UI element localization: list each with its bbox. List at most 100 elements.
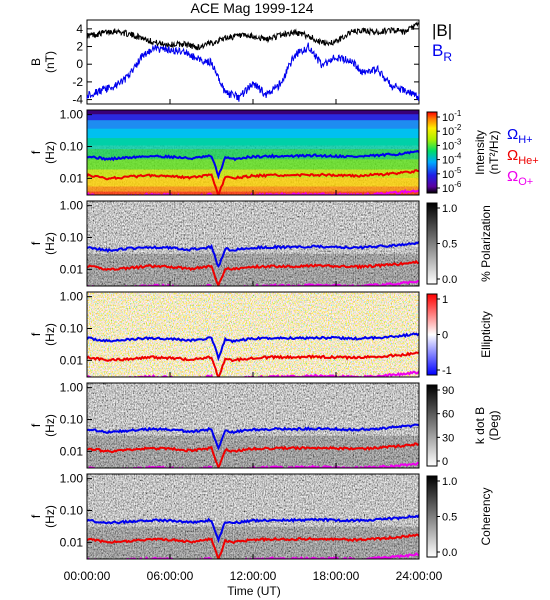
gyro-line-ΩH+: [87, 423, 419, 451]
legend-omega-he: ΩHe+: [507, 147, 539, 167]
colorbar-tick-base: 0.5: [442, 239, 457, 251]
colorbar-tick-label: 90: [442, 385, 454, 397]
intensity-band: [87, 120, 419, 130]
freq-tick-label: 0.01: [60, 353, 84, 367]
panel-polarization: 1.00 0.10 0.01 f (Hz) 1.0 0.5 0.0 % Polarization: [29, 199, 493, 287]
gyro-line-ΩO+: [87, 279, 419, 286]
freq-tick-label: 0.10: [60, 504, 84, 518]
colorbar-tick-label: 60: [442, 409, 454, 421]
colorbar-label-kdotb: k dot B: [473, 407, 487, 444]
freq-tick-label: 1.00: [60, 108, 84, 122]
freq-ylabel-symbol: f: [29, 332, 43, 336]
freq-tick-label: 0.01: [60, 444, 84, 458]
colorbar-tick-label: 0: [442, 330, 448, 342]
freq-tick-label: 0.01: [60, 171, 84, 185]
line-ytick-label: -4: [72, 93, 83, 107]
legend-omega-he-sub: He+: [518, 155, 539, 167]
colorbar-coherency: [426, 475, 438, 558]
colorbar-tick-label: 1.0: [442, 203, 457, 215]
colorbar-tick-base: 0: [442, 330, 448, 342]
colorbar-kdotb: [426, 384, 438, 467]
colorbar-tick-label: 0: [442, 456, 448, 468]
spectrogram-panels: 1.000.100.01f (Hz)10-110-210-310-410-510-…: [29, 108, 501, 560]
time-axis-ticks: 00:00:00 06:00:00 12:00:00 18:00:00 24:00:00: [64, 569, 443, 583]
freq-ylabel-unit: (Hz): [43, 141, 57, 164]
legend-omega-o-sub: O+: [518, 176, 533, 188]
panel-shade-kdotb: [87, 435, 419, 468]
gyro-line-ΩH+: [87, 514, 419, 544]
panel-ellipticity: 1.00 0.10 0.01 f (Hz) 1 0 -1 Ellipticity: [29, 290, 493, 378]
colorbar-tick-exponent: -1: [454, 109, 462, 118]
colorbar-tick-label: 0.0: [442, 547, 457, 559]
colorbar-tick-base: -1: [442, 365, 452, 377]
freq-ylabel-symbol: f: [29, 514, 43, 518]
gyro-line-ΩHe+: [87, 169, 419, 195]
colorbar-tick-base: 0: [442, 456, 448, 468]
freq-tick-label: 1.00: [60, 290, 84, 304]
colorbar-tick-base: 10: [442, 155, 454, 167]
line-ytick-label: 4: [76, 22, 83, 36]
chart-title: ACE Mag 1999-124: [191, 0, 314, 16]
intensity-band: [87, 110, 419, 115]
colorbar-tick-base: 0.0: [442, 274, 457, 286]
legend-b-radial-symbol: B: [432, 41, 443, 60]
colorbar-ellipticity: [426, 293, 438, 376]
colorbar-tick-base: 1: [442, 294, 448, 306]
line-ytick-label: 0: [76, 57, 83, 71]
ellipticity-texture: [87, 292, 419, 377]
colorbar-tick-base: 0.5: [442, 512, 457, 524]
freq-ylabel-unit: (Hz): [43, 323, 57, 346]
colorbar-tick-label: 10-4: [442, 152, 462, 167]
legend-omega-h-sub: H+: [518, 134, 532, 146]
line-series-1: [86, 42, 420, 102]
line-ylabel-symbol: B: [29, 58, 43, 66]
colorbar-tick-exponent: -6: [454, 180, 462, 189]
freq-tick-label: 1.00: [60, 472, 84, 486]
colorbar-label-polarization: % Polarization: [479, 205, 493, 282]
time-axis-label: Time (UT): [227, 584, 281, 598]
gyro-lines-coherency: [87, 514, 419, 559]
gyro-line-ΩH+: [87, 241, 419, 269]
legend-omega-he-symbol: Ω: [507, 147, 518, 164]
intensity-band: [87, 138, 419, 150]
colorbar-tick-label: 10-2: [442, 123, 462, 138]
panel-texture-polarization: [87, 201, 419, 286]
freq-ylabel-unit: (Hz): [43, 505, 57, 528]
colorbar-tick-base: 10: [442, 112, 454, 124]
colorbar-tick-exponent: -2: [454, 123, 462, 132]
gyro-line-ΩHe+: [87, 351, 419, 377]
time-tick-label: 24:00:00: [396, 569, 443, 583]
colorbar-tick-label: 10-3: [442, 137, 462, 152]
time-tick-label: 00:00:00: [64, 569, 111, 583]
colorbar-tick-base: 10: [442, 169, 454, 181]
colorbar-intensity: [426, 111, 438, 194]
colorbar-tick-base: 1.0: [442, 476, 457, 488]
gyro-line-ΩHe+: [87, 442, 419, 468]
line-panel-series: [86, 20, 420, 102]
colorbar-tick-base: 10: [442, 140, 454, 152]
colorbar-tick-base: 60: [442, 409, 454, 421]
colorbar-label-intensity: Intensity: [473, 130, 487, 175]
gyro-legend: ΩH+ ΩHe+ ΩO+: [507, 126, 539, 188]
freq-ylabel-symbol: f: [29, 150, 43, 154]
panel-shade-coherency: [87, 526, 419, 559]
legend-omega-h: ΩH+: [507, 126, 533, 146]
panel-kdotb: 1.00 0.10 0.01 f (Hz) 90 60 30 0 k dot B (Deg): [29, 381, 501, 469]
intensity-texture: [87, 145, 419, 195]
gyro-lines-polarization: [87, 241, 419, 286]
time-tick-label: 18:00:00: [313, 569, 360, 583]
freq-ylabel-symbol: f: [29, 423, 43, 427]
colorbar-tick-exponent: -3: [454, 137, 462, 146]
line-ylabel-unit: (nT): [43, 51, 57, 73]
colorbar-polarization: [426, 202, 438, 285]
colorbar-tick-label: 0.5: [442, 512, 457, 524]
colorbar-tick-label: 10-6: [442, 180, 462, 195]
panel-texture-kdotb: [87, 383, 419, 468]
colorbar-tick-label: 0.5: [442, 239, 457, 251]
panel-coherency: 1.00 0.10 0.01 f (Hz) 1.0 0.5 0.0 Coherency: [29, 472, 493, 560]
gyro-lines-intensity: [87, 149, 419, 195]
colorbar-label-ellipticity: Ellipticity: [479, 311, 493, 358]
freq-tick-label: 0.10: [60, 231, 84, 245]
colorbar-tick-label: 1: [442, 294, 448, 306]
colorbar-tick-label: -1: [442, 365, 452, 377]
